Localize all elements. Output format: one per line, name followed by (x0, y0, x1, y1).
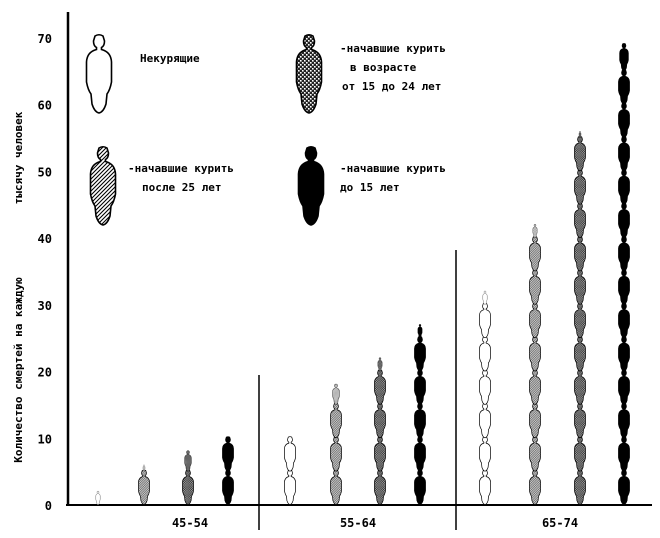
person-figure-mark (478, 436, 492, 472)
person-figure-mark (573, 302, 587, 339)
y-tick-label: 30 (38, 299, 52, 313)
x-category-label: 55-64 (340, 516, 376, 530)
person-figure-mark (528, 336, 542, 372)
person-figure-mark (417, 324, 423, 339)
person-figure-mark (221, 469, 235, 505)
legend-label: -начавшие курить (340, 42, 446, 55)
person-figure-mark (137, 469, 151, 505)
person-figure-mark (573, 402, 587, 439)
person-figure-mark (478, 402, 492, 439)
legend-label: в возрасте (350, 61, 417, 74)
legend-person-icon-after-25 (89, 145, 117, 226)
person-figure-mark (478, 369, 492, 405)
y-tick-label: 0 (45, 499, 52, 513)
person-figure-mark (618, 43, 630, 72)
legend-person-icon-nonsmoker (85, 33, 113, 114)
person-figure-mark (528, 269, 542, 305)
legend-person-icon-before-15 (297, 145, 325, 226)
y-tick-label: 50 (38, 165, 52, 179)
person-figure-mark (573, 269, 587, 305)
person-figure-mark (617, 202, 631, 239)
person-figure-mark (413, 336, 427, 372)
person-figure-mark (528, 402, 542, 439)
person-figure-mark (573, 169, 587, 205)
person-figure-mark (283, 469, 297, 505)
legend-label: после 25 лет (142, 181, 221, 194)
person-figure-mark (332, 383, 340, 405)
person-figure-mark (377, 357, 383, 372)
person-figure-mark (413, 369, 427, 405)
person-figure-mark (329, 469, 343, 505)
person-figure-mark (617, 136, 631, 172)
person-figure-mark (573, 202, 587, 239)
person-figure-mark (617, 269, 631, 305)
person-figure-mark (528, 302, 542, 339)
y-axis-label-line1: тысячу человек (12, 111, 25, 204)
person-figure-mark (528, 436, 542, 472)
person-figure-mark (617, 369, 631, 405)
person-figure-mark (573, 469, 587, 505)
person-figure-mark (373, 402, 387, 439)
person-figure-mark (283, 436, 297, 472)
person-figure-mark (617, 69, 631, 105)
person-figure-mark (573, 369, 587, 405)
person-figure-mark (482, 290, 488, 305)
y-tick-label: 20 (38, 366, 52, 380)
person-figure-mark (478, 469, 492, 505)
person-figure-mark (617, 336, 631, 372)
person-figure-mark (617, 402, 631, 439)
person-figure-mark (573, 236, 587, 272)
person-figure-mark (373, 369, 387, 405)
person-figure-mark (528, 469, 542, 505)
legend-label: -начавшие курить (128, 162, 234, 175)
person-figure-mark (478, 336, 492, 372)
person-figure-mark (528, 236, 542, 272)
person-figure-mark (617, 469, 631, 505)
person-figure-mark (573, 436, 587, 472)
person-figure-mark (221, 436, 235, 472)
person-figure-mark (617, 436, 631, 472)
legend-label: до 15 лет (340, 181, 400, 194)
person-figure-mark (478, 302, 492, 339)
person-figure-mark (95, 490, 101, 506)
person-figure-mark (532, 223, 538, 239)
person-figure-mark (617, 236, 631, 272)
y-tick-label: 70 (38, 32, 52, 46)
person-figure-mark (181, 469, 195, 505)
x-category-label: 65-74 (542, 516, 578, 530)
y-tick-label: 40 (38, 232, 52, 246)
x-category-label: 45-54 (172, 516, 208, 530)
legend-label: -начавшие курить (340, 162, 446, 175)
person-figure-mark (373, 469, 387, 505)
person-figure-mark (413, 469, 427, 505)
legend-person-icon-15-24 (295, 33, 323, 114)
person-figure-mark (413, 402, 427, 439)
person-figure-mark (573, 336, 587, 372)
person-figure-mark (617, 169, 631, 205)
person-figure-mark (573, 136, 587, 172)
person-figure-mark (329, 402, 343, 439)
legend-label: Некурящие (140, 52, 200, 65)
person-figure-mark (329, 436, 343, 472)
y-tick-label: 10 (38, 432, 52, 446)
person-figure-mark (373, 436, 387, 472)
person-figure-mark (528, 369, 542, 405)
person-figure-mark (617, 102, 631, 139)
legend: Некурящие -начавшие курить в возрасте от… (85, 33, 446, 226)
person-figure-mark (413, 436, 427, 472)
person-figure-mark (617, 302, 631, 339)
y-axis-label-line2: Количество смертей на каждую (12, 277, 25, 463)
y-tick-label: 60 (38, 99, 52, 113)
person-figure-mark (184, 450, 192, 472)
legend-label: от 15 до 24 лет (342, 80, 441, 93)
